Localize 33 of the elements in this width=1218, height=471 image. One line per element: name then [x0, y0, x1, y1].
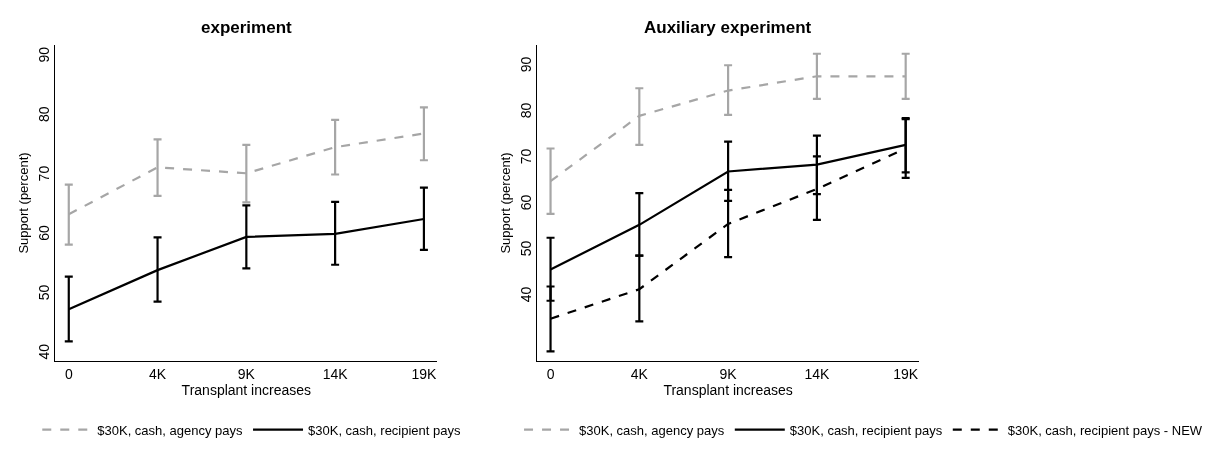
x-tick-label: 19K [893, 365, 919, 382]
legend-label: $30K, cash, recipient pays - NEW [1007, 422, 1203, 438]
y-tick-label: 90 [517, 56, 534, 73]
x-tick-label: 14K [322, 365, 349, 382]
x-tick-label: 9K [237, 365, 256, 382]
y-tick-label: 90 [35, 46, 52, 63]
x-tick-label: 4K [630, 365, 649, 382]
y-tick-label: 80 [517, 102, 534, 119]
chart-title: experiment [201, 18, 293, 37]
y-tick-label: 70 [517, 148, 534, 165]
x-tick-label: 0 [64, 365, 73, 382]
x-tick-label: 0 [546, 365, 555, 382]
legend-label: $30K, cash, agency pays [97, 422, 244, 438]
x-axis-title: Transplant increases [663, 381, 793, 398]
y-tick-label: 50 [517, 240, 534, 257]
y-tick-label: 70 [35, 165, 52, 182]
x-axis-title: Transplant increases [181, 381, 312, 398]
y-tick-label: 60 [517, 194, 534, 211]
y-axis-title: Support (percent) [15, 152, 31, 254]
y-tick-label: 80 [35, 106, 52, 122]
chart-title: Auxiliary experiment [644, 18, 812, 37]
legend-label: $30K, cash, recipient pays [308, 422, 462, 438]
x-tick-label: 14K [804, 365, 831, 382]
y-tick-label: 50 [35, 284, 52, 301]
y-tick-label: 60 [35, 224, 52, 241]
legend-label: $30K, cash, agency pays [579, 422, 725, 438]
x-tick-label: 9K [719, 365, 738, 382]
y-axis-title: Support (percent) [497, 152, 513, 254]
y-tick-label: 40 [517, 286, 534, 303]
legend-label: $30K, cash, recipient pays [789, 422, 943, 438]
x-tick-label: 19K [411, 365, 438, 382]
x-tick-label: 4K [148, 365, 167, 382]
y-tick-label: 40 [35, 343, 52, 360]
